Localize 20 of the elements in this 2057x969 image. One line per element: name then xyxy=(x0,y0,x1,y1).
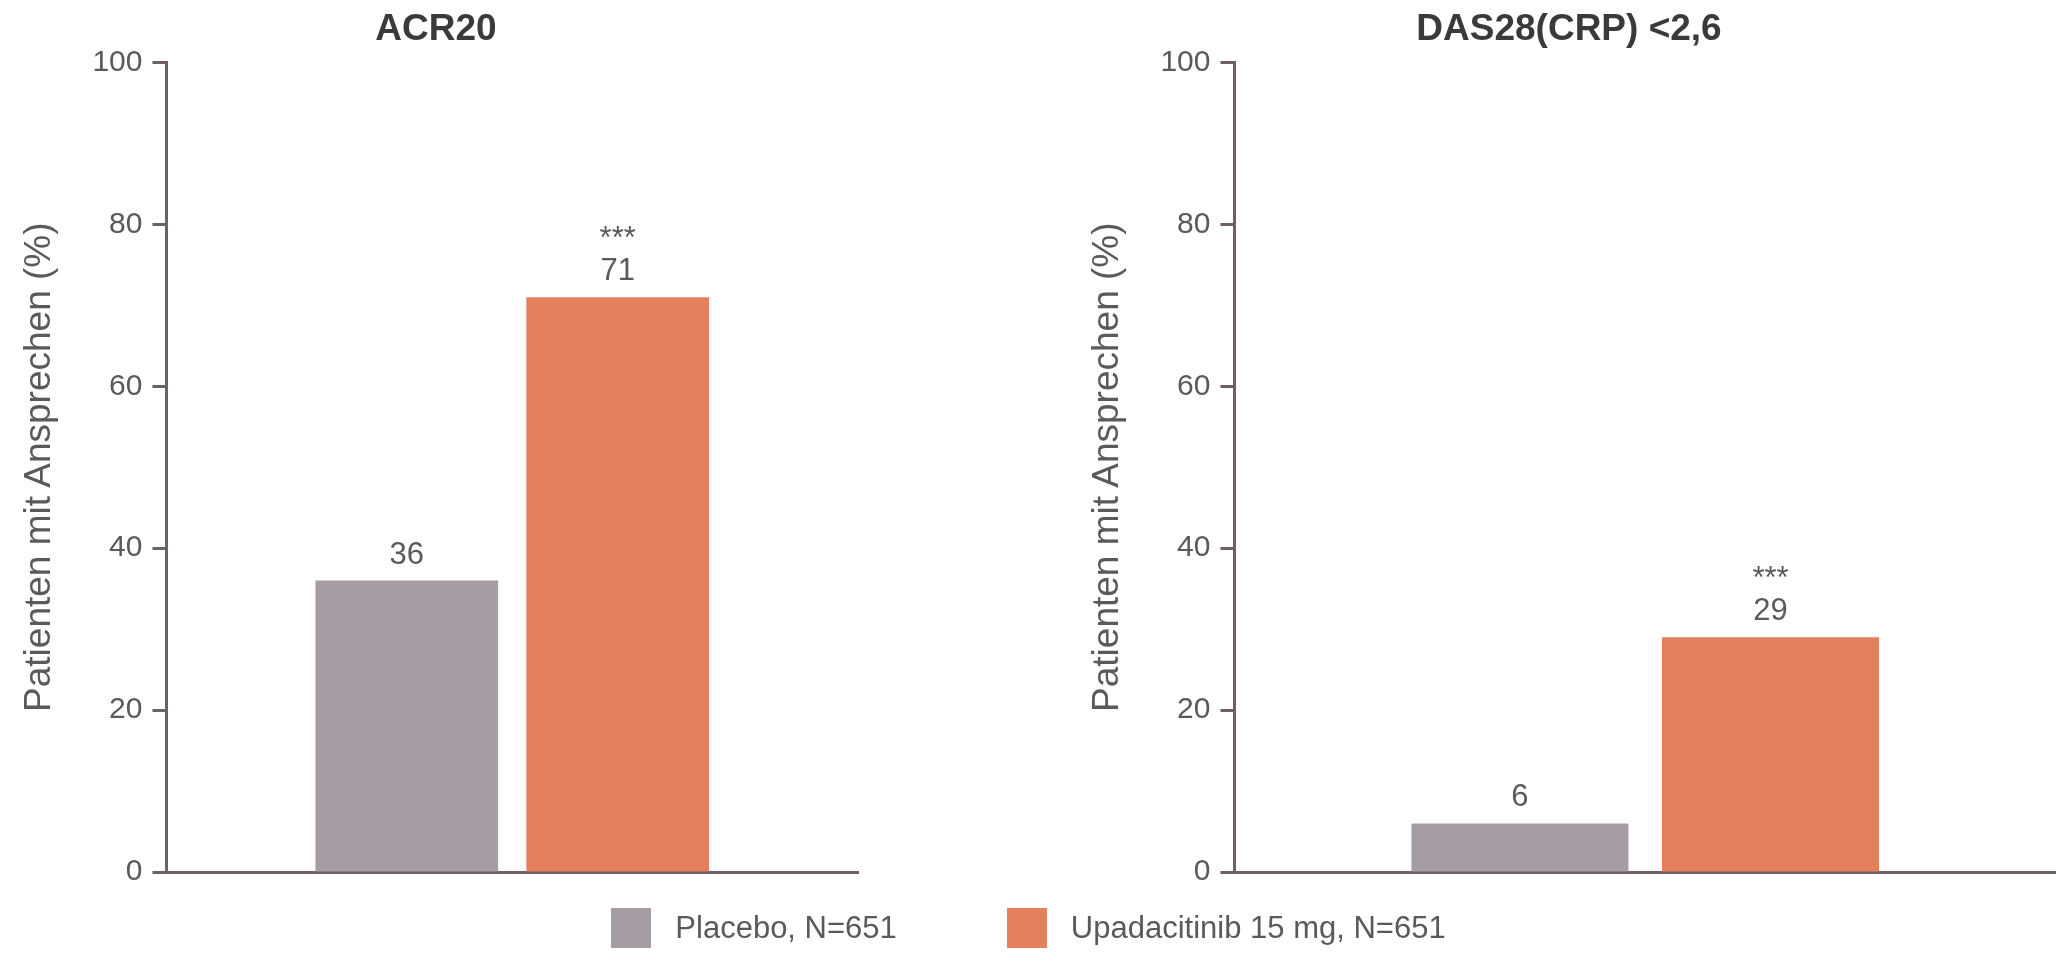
chart-title: ACR20 xyxy=(375,7,497,49)
y-tick-label: 20 xyxy=(1177,691,1211,725)
y-tick-label: 60 xyxy=(109,367,143,401)
legend-label: Upadacitinib 15 mg, N=651 xyxy=(1070,910,1446,946)
y-tick-label: 0 xyxy=(125,853,143,887)
y-tick-label: 40 xyxy=(1177,529,1211,563)
y-tick-label: 100 xyxy=(1160,43,1211,77)
y-axis-title: Patienten mit Ansprechen (%) xyxy=(17,222,59,712)
y-tick-label: 20 xyxy=(109,691,143,725)
data-label: 36 xyxy=(389,535,425,571)
y-tick-label: 40 xyxy=(109,529,143,563)
chart-title: DAS28(CRP) <2,6 xyxy=(1416,7,1722,49)
legend-label: Placebo, N=651 xyxy=(675,910,897,946)
y-axis-title: Patienten mit Ansprechen (%) xyxy=(1085,222,1127,712)
y-tick-label: 100 xyxy=(92,43,143,77)
y-tick-label: 60 xyxy=(1177,367,1211,401)
data-label: 6 xyxy=(1511,778,1529,814)
y-tick-label: 80 xyxy=(109,205,143,239)
y-tick-label: 0 xyxy=(1193,853,1211,887)
y-tick-label: 80 xyxy=(1177,205,1211,239)
